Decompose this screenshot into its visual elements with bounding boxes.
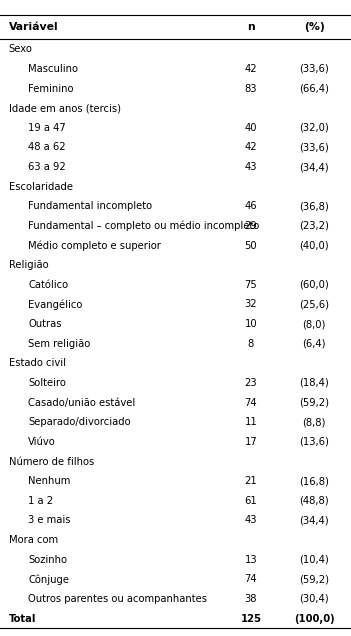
Text: 8: 8	[248, 339, 254, 349]
Text: Masculino: Masculino	[28, 64, 78, 74]
Text: (%): (%)	[304, 22, 325, 32]
Text: (33,6): (33,6)	[299, 142, 329, 153]
Text: 74: 74	[245, 398, 257, 408]
Text: 1 a 2: 1 a 2	[28, 496, 53, 506]
Text: 29: 29	[245, 221, 257, 231]
Text: 43: 43	[245, 515, 257, 525]
Text: (36,8): (36,8)	[299, 202, 329, 211]
Text: (32,0): (32,0)	[299, 123, 329, 133]
Text: Feminino: Feminino	[28, 83, 74, 93]
Text: Evangélico: Evangélico	[28, 299, 82, 310]
Text: 63 a 92: 63 a 92	[28, 162, 66, 172]
Text: 83: 83	[245, 83, 257, 93]
Text: (10,4): (10,4)	[299, 555, 329, 565]
Text: (59,2): (59,2)	[299, 398, 329, 408]
Text: 19 a 47: 19 a 47	[28, 123, 66, 133]
Text: 75: 75	[245, 280, 257, 290]
Text: (13,6): (13,6)	[299, 437, 329, 447]
Text: Outros parentes ou acompanhantes: Outros parentes ou acompanhantes	[28, 594, 207, 604]
Text: 32: 32	[245, 300, 257, 310]
Text: 46: 46	[245, 202, 257, 211]
Text: Sozinho: Sozinho	[28, 555, 67, 565]
Text: (33,6): (33,6)	[299, 64, 329, 74]
Text: (6,4): (6,4)	[303, 339, 326, 349]
Text: Religião: Religião	[9, 260, 48, 270]
Text: 10: 10	[245, 319, 257, 329]
Text: (25,6): (25,6)	[299, 300, 329, 310]
Text: 3 e mais: 3 e mais	[28, 515, 71, 525]
Text: (60,0): (60,0)	[299, 280, 329, 290]
Text: 21: 21	[245, 476, 257, 486]
Text: (30,4): (30,4)	[299, 594, 329, 604]
Text: Médio completo e superior: Médio completo e superior	[28, 240, 161, 251]
Text: 11: 11	[245, 417, 257, 427]
Text: Cônjuge: Cônjuge	[28, 574, 69, 584]
Text: 48 a 62: 48 a 62	[28, 142, 66, 153]
Text: Outras: Outras	[28, 319, 61, 329]
Text: Sexo: Sexo	[9, 45, 33, 54]
Text: 17: 17	[245, 437, 257, 447]
Text: 74: 74	[245, 574, 257, 584]
Text: Escolaridade: Escolaridade	[9, 182, 73, 191]
Text: (23,2): (23,2)	[299, 221, 329, 231]
Text: 42: 42	[245, 142, 257, 153]
Text: (48,8): (48,8)	[299, 496, 329, 506]
Text: 13: 13	[245, 555, 257, 565]
Text: (40,0): (40,0)	[299, 240, 329, 251]
Text: 42: 42	[245, 64, 257, 74]
Text: (100,0): (100,0)	[294, 614, 335, 623]
Text: Sem religião: Sem religião	[28, 339, 90, 349]
Text: 43: 43	[245, 162, 257, 172]
Text: (18,4): (18,4)	[299, 378, 329, 388]
Text: (59,2): (59,2)	[299, 574, 329, 584]
Text: (66,4): (66,4)	[299, 83, 329, 93]
Text: Mora com: Mora com	[9, 535, 58, 545]
Text: 50: 50	[245, 240, 257, 251]
Text: (8,0): (8,0)	[303, 319, 326, 329]
Text: Idade em anos (tercis): Idade em anos (tercis)	[9, 103, 121, 113]
Text: Solteiro: Solteiro	[28, 378, 66, 388]
Text: Número de filhos: Número de filhos	[9, 457, 94, 466]
Text: Católico: Católico	[28, 280, 68, 290]
Text: n: n	[247, 22, 255, 32]
Text: 61: 61	[245, 496, 257, 506]
Text: Viúvo: Viúvo	[28, 437, 56, 447]
Text: 40: 40	[245, 123, 257, 133]
Text: Total: Total	[9, 614, 36, 623]
Text: Fundamental incompleto: Fundamental incompleto	[28, 202, 152, 211]
Text: 23: 23	[245, 378, 257, 388]
Text: 38: 38	[245, 594, 257, 604]
Text: Separado/divorciado: Separado/divorciado	[28, 417, 131, 427]
Text: Nenhum: Nenhum	[28, 476, 71, 486]
Text: (34,4): (34,4)	[299, 515, 329, 525]
Text: 125: 125	[240, 614, 261, 623]
Text: Estado civil: Estado civil	[9, 358, 66, 368]
Text: (16,8): (16,8)	[299, 476, 329, 486]
Text: (8,8): (8,8)	[303, 417, 326, 427]
Text: Fundamental – completo ou médio incompleto: Fundamental – completo ou médio incomple…	[28, 221, 259, 231]
Text: Casado/união estável: Casado/união estável	[28, 398, 135, 408]
Text: Variável: Variável	[9, 22, 58, 32]
Text: (34,4): (34,4)	[299, 162, 329, 172]
